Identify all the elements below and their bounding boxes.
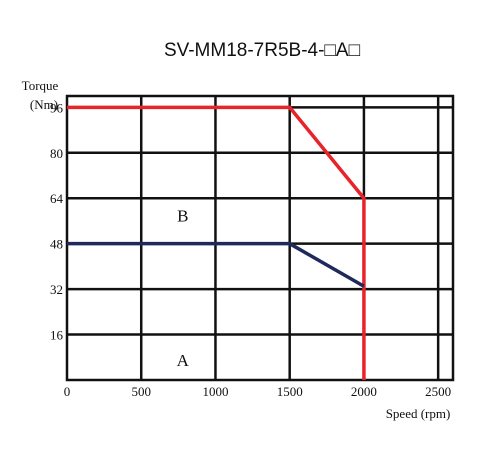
x-tick-label: 1500 [277,384,303,399]
x-tick-label: 2500 [425,384,451,399]
y-tick-label: 80 [50,146,63,161]
x-axis-label: Speed (rpm) [386,406,451,421]
y-tick-label: 32 [50,282,63,297]
tick-labels: 0 500 1000 1500 2000 2500 16 32 48 64 80 96 [50,100,451,399]
x-tick-label: 2000 [351,384,377,399]
region-label-b: B [177,206,188,225]
y-axis-label: Torque [22,78,59,93]
x-tick-label: 500 [131,384,151,399]
series-line-navy [67,241,365,288]
y-tick-label: 96 [50,100,64,115]
series-group [67,105,366,380]
x-tick-label: 1000 [202,384,228,399]
plot-frame [65,94,455,382]
y-tick-label: 64 [50,191,64,206]
region-labels: BA [177,206,190,370]
x-tick-label: 0 [64,384,71,399]
y-tick-label: 48 [50,237,63,252]
grid [65,94,455,382]
chart-title: SV-MM18-7R5B-4-□A□ [164,40,361,61]
series-line-red [67,105,366,380]
region-label-a: A [177,351,190,370]
y-tick-label: 16 [50,328,64,343]
y-axis-unit: (Nm) [30,97,58,112]
